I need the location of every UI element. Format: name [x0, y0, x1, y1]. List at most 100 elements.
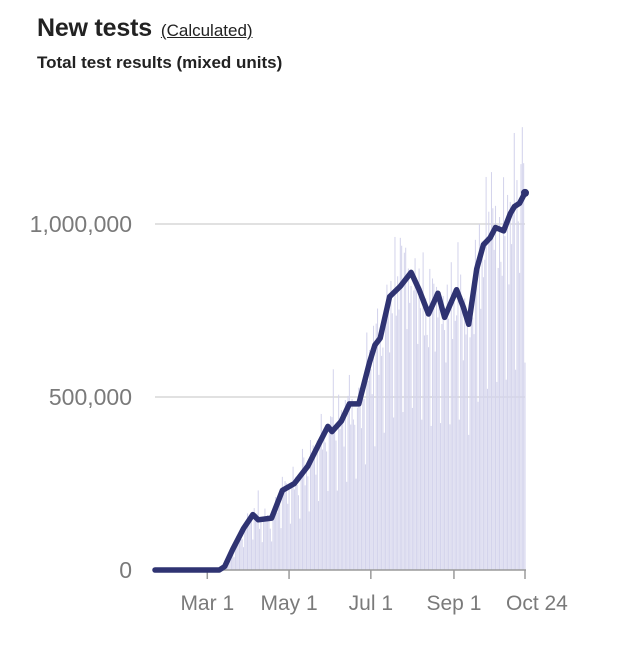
- daily-bar: [311, 461, 313, 570]
- daily-bar: [438, 299, 440, 570]
- daily-bar: [405, 247, 407, 571]
- daily-bar: [453, 288, 455, 570]
- daily-bar: [237, 539, 239, 570]
- daily-bar: [289, 523, 291, 570]
- daily-bar: [391, 313, 393, 570]
- y-tick-label: 1,000,000: [30, 211, 132, 237]
- daily-bar: [429, 268, 431, 570]
- daily-bar: [251, 520, 253, 570]
- daily-bar: [362, 381, 364, 570]
- daily-bar: [326, 451, 328, 570]
- daily-bar: [448, 318, 450, 570]
- daily-bar: [477, 401, 479, 570]
- x-tick-label: Sep 1: [427, 592, 482, 615]
- daily-bar: [305, 465, 308, 570]
- daily-bar: [367, 380, 369, 570]
- daily-bar: [457, 242, 459, 571]
- daily-bar: [308, 511, 310, 570]
- daily-bar: [377, 308, 379, 570]
- daily-bar: [372, 325, 375, 570]
- daily-bar: [461, 296, 463, 570]
- daily-bar: [253, 508, 255, 570]
- daily-bar: [419, 308, 421, 570]
- daily-bar: [319, 437, 321, 570]
- daily-bar: [515, 369, 517, 570]
- daily-bar: [486, 388, 488, 570]
- daily-bar: [244, 529, 246, 570]
- daily-bar: [440, 423, 442, 570]
- daily-bar: [334, 425, 336, 570]
- daily-bar: [359, 387, 361, 570]
- daily-bar: [517, 221, 519, 571]
- daily-bar: [469, 337, 471, 570]
- title-row: New tests (Calculated): [37, 14, 282, 43]
- daily-bar: [493, 249, 495, 570]
- daily-bar: [406, 329, 408, 570]
- daily-bar: [309, 440, 312, 570]
- daily-bar: [283, 491, 285, 570]
- daily-bar: [485, 176, 487, 570]
- daily-bar: [382, 347, 384, 570]
- x-tick-label: May 1: [260, 592, 317, 615]
- daily-bar: [320, 413, 322, 570]
- daily-bar: [488, 211, 490, 570]
- daily-bar: [281, 476, 283, 570]
- daily-bar: [397, 276, 399, 570]
- daily-bar: [314, 450, 316, 570]
- daily-bar: [366, 332, 368, 570]
- daily-bar: [519, 272, 521, 570]
- daily-bar: [389, 352, 391, 570]
- chart-title: New tests: [37, 14, 152, 42]
- daily-bar: [331, 417, 333, 570]
- average-line: [152, 190, 528, 573]
- daily-bar: [312, 445, 314, 570]
- daily-bar: [230, 554, 232, 570]
- daily-bar: [497, 267, 499, 570]
- daily-bar: [304, 485, 306, 570]
- daily-bar: [327, 491, 329, 570]
- daily-bar: [268, 519, 270, 570]
- daily-bar: [417, 343, 419, 570]
- daily-bar: [418, 268, 420, 570]
- daily-bar: [494, 205, 497, 571]
- daily-bar: [489, 241, 491, 570]
- daily-bar: [430, 425, 432, 570]
- daily-bar: [303, 457, 305, 570]
- daily-bar: [301, 448, 303, 570]
- daily-bar: [356, 407, 358, 570]
- daily-bar: [422, 252, 424, 570]
- daily-bar: [378, 374, 380, 570]
- daily-bar: [285, 483, 287, 570]
- daily-bar: [456, 315, 458, 570]
- daily-bar: [264, 508, 266, 570]
- daily-bar: [511, 244, 513, 570]
- daily-bar: [387, 296, 389, 570]
- daily-bar: [277, 498, 279, 570]
- calculated-link[interactable]: (Calculated): [160, 21, 253, 40]
- daily-bar: [449, 424, 451, 570]
- daily-bar: [328, 431, 330, 570]
- daily-bar: [414, 258, 416, 570]
- daily-bar: [354, 424, 356, 570]
- daily-bar: [472, 317, 474, 570]
- daily-bar: [375, 323, 377, 570]
- daily-bar: [385, 321, 387, 570]
- daily-bar: [516, 180, 518, 570]
- daily-bar: [352, 419, 354, 570]
- daily-bar: [496, 381, 498, 570]
- daily-bar: [245, 522, 247, 570]
- daily-bar: [431, 278, 434, 570]
- daily-bar: [499, 217, 501, 570]
- daily-bar: [390, 280, 392, 570]
- daily-bar: [523, 163, 525, 570]
- daily-bar: [436, 286, 438, 570]
- daily-bar: [393, 417, 395, 570]
- daily-bar: [509, 201, 511, 571]
- daily-bar: [426, 334, 428, 570]
- daily-bar: [490, 172, 493, 570]
- daily-bar: [482, 277, 484, 570]
- daily-bar: [236, 535, 238, 570]
- daily-bar: [437, 317, 439, 570]
- daily-bar: [232, 548, 234, 570]
